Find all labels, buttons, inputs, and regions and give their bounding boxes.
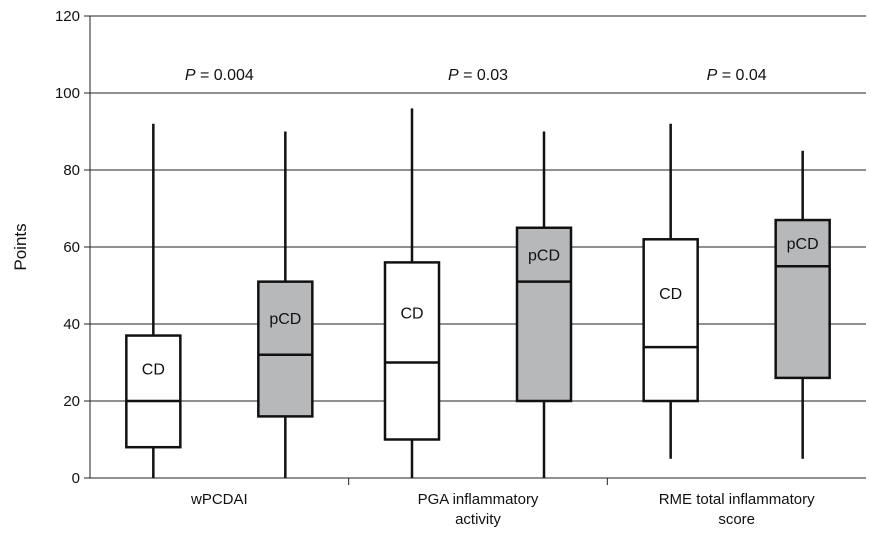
box-label: pCD: [787, 236, 819, 253]
box-label: pCD: [269, 311, 301, 328]
label-layer: wPCDAI P = 0.004 CD pCD PGA inflammatory acti…: [142, 67, 819, 528]
box-CD: [383, 261, 441, 441]
axis-layer: 0 20 40 60 80 100 120 Points: [11, 8, 866, 487]
y-tick-label: 120: [55, 8, 80, 25]
category-label: wPCDAI: [190, 491, 248, 508]
box-label: CD: [142, 361, 165, 378]
p-value-label: P = 0.03: [448, 67, 508, 84]
box-label: CD: [659, 286, 682, 303]
category-label: activity: [455, 511, 501, 528]
box-label: pCD: [528, 248, 560, 265]
grid-layer: [90, 15, 866, 402]
p-value-label: P = 0.004: [185, 67, 254, 84]
category-label: RME total inflammatory: [659, 491, 815, 508]
box-pCD: [257, 280, 314, 418]
y-tick-label: 40: [63, 316, 80, 333]
box-pCD: [515, 226, 573, 403]
box-pCD: [774, 218, 831, 380]
y-tick-label: 60: [63, 239, 80, 256]
y-axis-title: Points: [11, 223, 30, 270]
box-CD: [125, 334, 182, 449]
y-tick-label: 80: [63, 162, 80, 179]
y-tick-label: 100: [55, 85, 80, 102]
box-label: CD: [400, 305, 423, 322]
category-label: score: [718, 511, 755, 528]
box-layer: [125, 108, 831, 478]
box-CD: [642, 238, 699, 403]
y-tick-label: 20: [63, 393, 80, 410]
y-tick-label: 0: [72, 470, 80, 487]
category-label: PGA inflammatory: [418, 491, 539, 508]
p-value-label: P = 0.04: [707, 67, 767, 84]
